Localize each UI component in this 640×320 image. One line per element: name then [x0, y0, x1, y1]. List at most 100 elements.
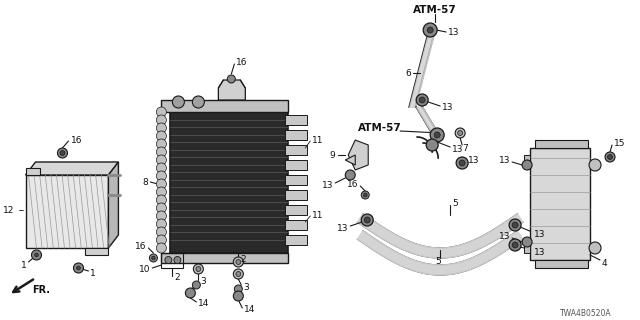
Circle shape: [364, 217, 370, 223]
Bar: [285, 115, 307, 125]
Text: 1: 1: [90, 268, 96, 277]
Circle shape: [236, 260, 241, 265]
Circle shape: [459, 160, 465, 166]
Text: 10: 10: [139, 266, 150, 275]
Circle shape: [156, 123, 166, 133]
Text: 14: 14: [244, 306, 256, 315]
Circle shape: [458, 131, 463, 135]
Circle shape: [156, 203, 166, 213]
Text: 6: 6: [405, 68, 411, 77]
Text: 16: 16: [70, 135, 82, 145]
Bar: [285, 130, 307, 140]
Circle shape: [156, 147, 166, 157]
Polygon shape: [535, 260, 588, 268]
Circle shape: [156, 115, 166, 125]
Circle shape: [193, 264, 204, 274]
Circle shape: [234, 291, 243, 301]
Circle shape: [196, 267, 201, 271]
Circle shape: [149, 254, 157, 262]
Text: 15: 15: [614, 139, 625, 148]
Polygon shape: [26, 175, 108, 248]
Circle shape: [589, 159, 601, 171]
Circle shape: [165, 257, 172, 263]
Text: 13: 13: [452, 145, 463, 154]
Circle shape: [361, 214, 373, 226]
Circle shape: [364, 193, 367, 197]
Bar: [285, 160, 307, 170]
Text: 13: 13: [442, 102, 454, 111]
Bar: [285, 235, 307, 245]
Text: 7: 7: [462, 143, 468, 153]
Text: 9: 9: [330, 150, 335, 159]
Text: 13: 13: [448, 28, 460, 36]
Text: 11: 11: [312, 211, 324, 220]
Circle shape: [512, 242, 518, 248]
Polygon shape: [524, 155, 530, 168]
Circle shape: [522, 237, 532, 247]
Polygon shape: [26, 162, 118, 175]
Text: 11: 11: [312, 135, 324, 145]
Circle shape: [607, 155, 612, 159]
Circle shape: [74, 263, 83, 273]
Circle shape: [427, 27, 433, 33]
Bar: [285, 145, 307, 155]
Circle shape: [345, 170, 355, 180]
Polygon shape: [357, 231, 523, 275]
Circle shape: [605, 152, 615, 162]
Text: TWA4B0520A: TWA4B0520A: [560, 308, 612, 317]
Polygon shape: [345, 155, 355, 165]
Circle shape: [35, 253, 38, 257]
Circle shape: [423, 23, 437, 37]
Text: 1: 1: [20, 260, 26, 269]
Text: 16: 16: [236, 58, 248, 67]
Text: 14: 14: [198, 300, 210, 308]
Circle shape: [156, 219, 166, 229]
Circle shape: [430, 128, 444, 142]
Text: 13: 13: [534, 229, 545, 238]
Circle shape: [416, 94, 428, 106]
Circle shape: [152, 256, 155, 260]
Circle shape: [227, 75, 236, 83]
Polygon shape: [530, 148, 590, 260]
Text: 13: 13: [499, 156, 510, 164]
Text: 13: 13: [468, 156, 479, 164]
Circle shape: [156, 227, 166, 237]
Bar: [161, 100, 288, 112]
Circle shape: [156, 179, 166, 189]
Circle shape: [156, 155, 166, 165]
Circle shape: [234, 269, 243, 279]
Polygon shape: [524, 240, 530, 253]
Circle shape: [589, 242, 601, 254]
Text: 2: 2: [174, 274, 180, 283]
Text: 4: 4: [602, 259, 607, 268]
Circle shape: [31, 250, 42, 260]
Circle shape: [509, 219, 521, 231]
Circle shape: [426, 139, 438, 151]
Circle shape: [156, 235, 166, 245]
Text: 3: 3: [200, 277, 206, 286]
Circle shape: [361, 191, 369, 199]
Circle shape: [156, 139, 166, 149]
Bar: [285, 190, 307, 200]
Polygon shape: [26, 168, 40, 175]
Circle shape: [234, 257, 243, 267]
Circle shape: [156, 163, 166, 173]
Circle shape: [156, 211, 166, 221]
Circle shape: [156, 187, 166, 197]
Text: 13: 13: [534, 247, 545, 257]
Text: 5: 5: [452, 198, 458, 207]
Bar: [170, 108, 288, 253]
Text: 16: 16: [135, 242, 147, 251]
Circle shape: [512, 222, 518, 228]
Polygon shape: [357, 214, 523, 258]
Circle shape: [156, 107, 166, 117]
Circle shape: [60, 150, 65, 156]
Text: 13: 13: [499, 231, 510, 241]
Circle shape: [522, 160, 532, 170]
Polygon shape: [108, 162, 118, 248]
Bar: [285, 175, 307, 185]
Bar: [161, 253, 288, 263]
Polygon shape: [86, 248, 108, 255]
Circle shape: [234, 285, 243, 293]
Polygon shape: [535, 140, 588, 148]
